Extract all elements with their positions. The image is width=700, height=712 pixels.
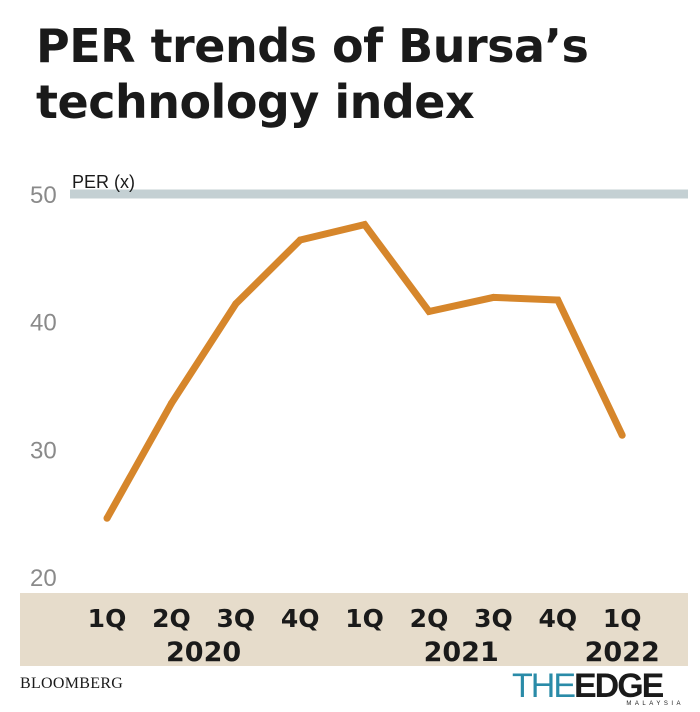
data-point-7 [554, 296, 562, 304]
category-band [20, 593, 688, 666]
y-tick-label-50: 50 [30, 182, 57, 209]
x-tick-label-6: 3Q [474, 604, 513, 633]
series-line [103, 220, 626, 521]
x-tick-label-1: 2Q [152, 604, 191, 633]
the-edge-logo: THEEDGE MALAYSIA [512, 668, 692, 712]
data-point-1 [167, 399, 175, 407]
y-tick-label-40: 40 [30, 310, 57, 337]
y-axis-label: PER (x) [72, 172, 135, 192]
y-tick-label-30: 30 [30, 437, 57, 464]
x-tick-label-8: 1Q [603, 604, 642, 633]
x-year-label-2020: 2020 [166, 637, 241, 668]
x-tick-label-0: 1Q [88, 604, 127, 633]
source-label: BLOOMBERG [20, 675, 124, 692]
logo-the: THE [512, 667, 576, 705]
data-point-4 [361, 221, 369, 229]
logo-sub: MALAYSIA [626, 701, 684, 707]
x-tick-label-4: 1Q [345, 604, 384, 633]
data-point-3 [296, 236, 304, 244]
data-point-5 [425, 307, 433, 315]
data-point-8 [618, 431, 626, 439]
x-tick-label-5: 2Q [410, 604, 449, 633]
x-year-label-2022: 2022 [585, 637, 660, 668]
x-tick-label-7: 4Q [538, 604, 577, 633]
x-tick-label-2: 3Q [216, 604, 255, 633]
data-point-0 [103, 514, 111, 522]
x-year-label-2021: 2021 [424, 637, 499, 668]
data-point-6 [489, 293, 497, 301]
y-tick-label-20: 20 [30, 565, 57, 592]
data-point-2 [232, 300, 240, 308]
x-tick-label-3: 4Q [281, 604, 320, 633]
chart-title: PER trends of Bursa’s technology index [36, 19, 589, 129]
logo-edge: EDGE [574, 667, 664, 705]
